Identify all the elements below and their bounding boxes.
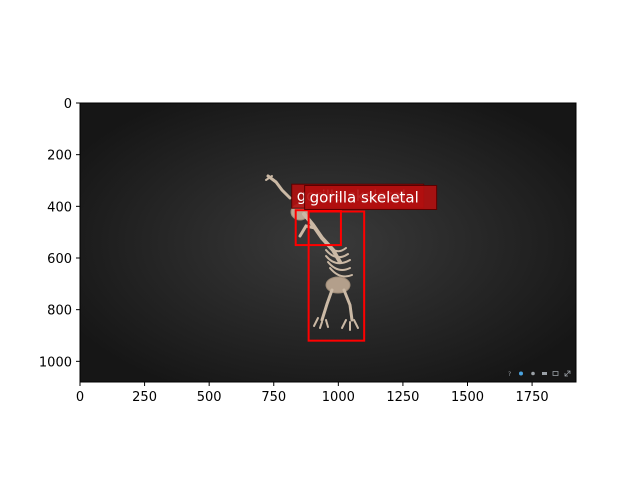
detection-label-bg bbox=[304, 185, 438, 210]
x-tick-label: 1500 bbox=[451, 390, 484, 405]
x-tick-label: 1750 bbox=[516, 390, 549, 405]
y-tick-label: 600 bbox=[47, 252, 72, 267]
viewer-toolbar: ? bbox=[508, 370, 571, 378]
y-tick-label: 0 bbox=[64, 97, 72, 112]
detection-label: gorilla skeletal bbox=[310, 189, 419, 207]
fullscreen-icon[interactable] bbox=[564, 370, 571, 377]
y-tick-label: 200 bbox=[47, 149, 72, 164]
x-tick-label: 250 bbox=[132, 390, 157, 405]
detection-box bbox=[294, 209, 342, 247]
detection-labels: gorilla skeletalgorilla skeletal bbox=[291, 183, 438, 210]
y-tick-label: 400 bbox=[47, 200, 72, 215]
y-tick-label: 800 bbox=[47, 304, 72, 319]
image-area: gorilla skeletalgorilla skeletal ? bbox=[79, 102, 577, 383]
x-tick-label: 500 bbox=[197, 390, 222, 405]
detection-box bbox=[307, 210, 366, 342]
y-tick-label: 1000 bbox=[39, 355, 72, 370]
embed-icon[interactable] bbox=[552, 371, 559, 376]
info-icon[interactable] bbox=[531, 371, 535, 376]
detection-boxes bbox=[294, 209, 366, 342]
help-icon[interactable]: ? bbox=[508, 371, 511, 378]
vr-icon[interactable] bbox=[542, 372, 547, 375]
axes-frame bbox=[79, 102, 577, 383]
x-tick-label: 750 bbox=[261, 390, 286, 405]
y-axis: 0 200 400 600 800 1000 bbox=[39, 97, 80, 370]
settings-icon[interactable] bbox=[519, 371, 523, 376]
x-tick-label: 1000 bbox=[322, 390, 355, 405]
x-tick-label: 0 bbox=[76, 390, 84, 405]
x-tick-label: 1250 bbox=[386, 390, 419, 405]
x-axis: 0 250 500 750 1000 1250 1500 1750 bbox=[76, 382, 549, 405]
